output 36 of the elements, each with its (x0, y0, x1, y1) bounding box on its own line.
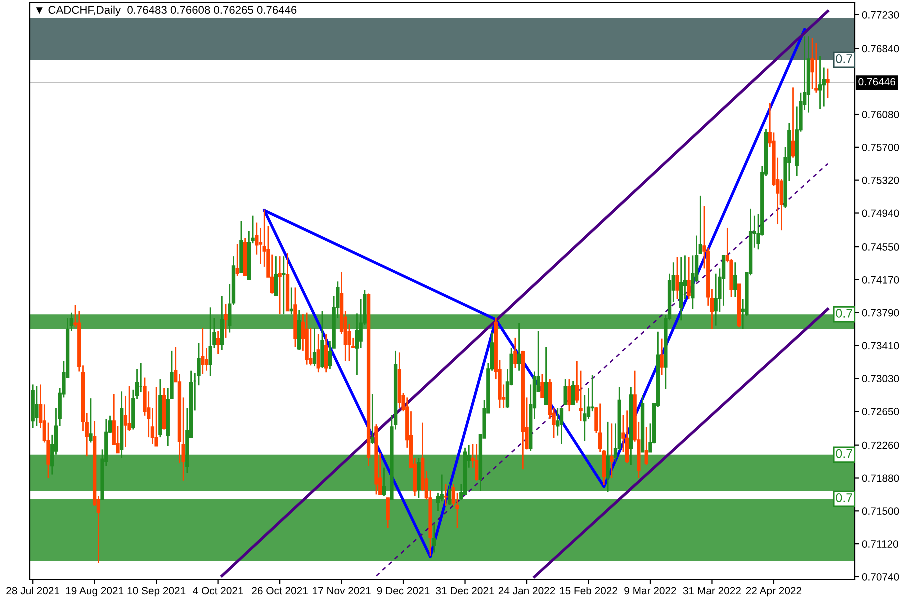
band-label: 0.7 (836, 54, 852, 64)
x-tick-label: 26 Oct 2021 (252, 587, 308, 595)
x-tick-label: 9 Dec 2021 (377, 587, 430, 595)
y-tick-label: 0.71500 (862, 508, 900, 516)
ref-line-label: 0.76446 (858, 78, 896, 86)
x-tick-label: 19 Aug 2021 (66, 587, 124, 597)
chart-title: ▼ CADCHF,Daily 0.76483 0.76608 0.76265 0.76446 (36, 6, 297, 16)
x-tick-label: 31 Dec 2021 (436, 587, 494, 595)
y-tick-label: 0.74550 (862, 244, 900, 251)
y-tick-label: 0.72260 (862, 442, 900, 450)
y-tick-label: 0.71120 (862, 540, 898, 548)
x-tick-label: 4 Oct 2021 (193, 587, 244, 595)
y-tick-label: 0.73410 (862, 342, 900, 350)
y-tick-label: 0.76840 (862, 45, 900, 53)
y-tick-label: 0.72650 (862, 408, 900, 416)
band-label: 0.7 (836, 449, 852, 458)
x-tick-label: 28 Jul 2021 (6, 586, 60, 595)
x-tick-label: 15 Feb 2022 (560, 586, 618, 595)
band-label: 0.7 (836, 494, 852, 502)
y-tick-label: 0.73030 (862, 375, 900, 383)
y-tick-label: 0.73790 (862, 309, 900, 317)
x-tick-label: 9 Mar 2022 (624, 587, 676, 595)
x-tick-label: 24 Jan 2022 (498, 587, 556, 595)
y-tick-label: 0.76080 (862, 111, 900, 118)
y-tick-label: 0.75700 (862, 144, 900, 152)
x-tick-label: 31 Mar 2022 (683, 587, 741, 595)
x-tick-label: 10 Sep 2021 (128, 587, 186, 597)
y-tick-label: 0.74170 (862, 276, 900, 284)
y-tick-label: 0.70740 (862, 573, 900, 581)
y-tick-label: 0.74940 (862, 210, 900, 218)
y-tick-label: 0.71880 (862, 474, 900, 482)
y-tick-label: 0.75320 (862, 176, 900, 184)
x-tick-label: 22 Apr 2022 (746, 587, 802, 597)
x-tick-label: 17 Nov 2021 (313, 587, 371, 595)
y-tick-label: 0.77230 (862, 11, 900, 19)
band-label: 0.7 (836, 309, 852, 318)
